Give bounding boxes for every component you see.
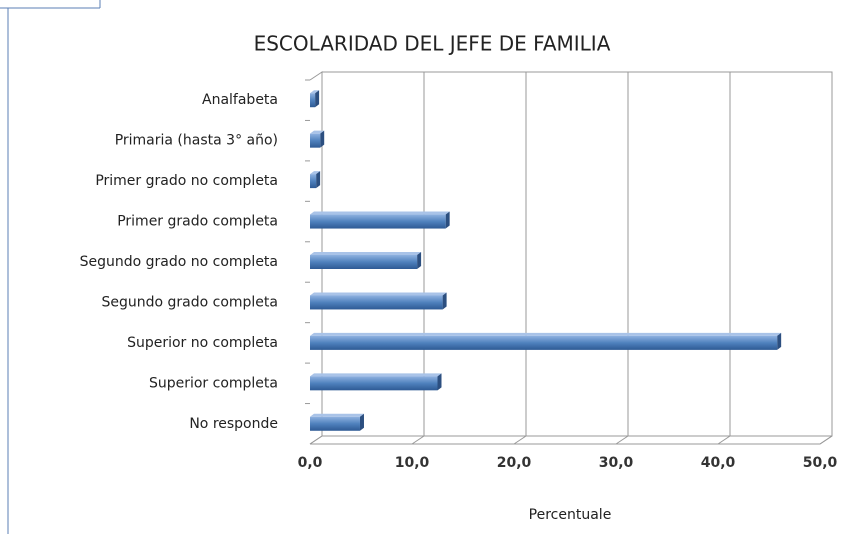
grid-line bbox=[717, 72, 731, 445]
bar bbox=[310, 211, 450, 229]
bar-face bbox=[310, 416, 360, 431]
chart-title: ESCOLARIDAD DEL JEFE DE FAMILIA bbox=[254, 32, 611, 56]
y-tick-label: Primer grado no completa bbox=[95, 173, 278, 189]
bar-face bbox=[315, 90, 320, 108]
bar bbox=[310, 90, 320, 108]
bar bbox=[310, 171, 321, 189]
y-tick-label: Superior no completa bbox=[127, 335, 278, 351]
y-tick-label: Primer grado completa bbox=[117, 214, 278, 230]
x-tick-label: 0,0 bbox=[298, 455, 323, 471]
bar-face bbox=[310, 214, 446, 229]
y-tick-label: Segundo grado completa bbox=[101, 294, 278, 310]
y-tick-label: Analfabeta bbox=[202, 92, 278, 108]
bar-face bbox=[310, 130, 325, 134]
grid-line bbox=[615, 72, 629, 445]
bar-face bbox=[310, 255, 418, 269]
x-tick-label: 50,0 bbox=[803, 455, 838, 471]
bar-face bbox=[437, 373, 442, 391]
x-axis-label: Percentuale bbox=[529, 507, 612, 523]
bar-face bbox=[442, 292, 447, 310]
bar-face bbox=[310, 335, 778, 350]
bar-face bbox=[417, 252, 422, 269]
grid-line bbox=[309, 72, 323, 445]
bar bbox=[310, 292, 447, 310]
x-tick-label: 20,0 bbox=[497, 455, 532, 471]
floor bbox=[310, 435, 833, 445]
y-tick-label: Segundo grado no completa bbox=[80, 254, 278, 270]
bar-face bbox=[445, 211, 450, 229]
y-tick-label: Superior completa bbox=[149, 375, 278, 391]
bar-face bbox=[310, 174, 317, 189]
bar-face bbox=[316, 171, 321, 189]
grid-line bbox=[819, 72, 833, 445]
bar-face bbox=[777, 332, 782, 350]
grid-line bbox=[513, 72, 527, 445]
bar bbox=[310, 332, 782, 350]
bar-face bbox=[310, 332, 782, 336]
bar-face bbox=[310, 295, 443, 310]
bar bbox=[310, 130, 325, 148]
bar-face bbox=[320, 130, 325, 148]
bar-face bbox=[310, 171, 321, 175]
x-tick-label: 10,0 bbox=[395, 455, 430, 471]
bar-face bbox=[310, 211, 450, 215]
bar-face bbox=[310, 292, 447, 296]
bar-face bbox=[310, 413, 364, 417]
bar bbox=[310, 252, 422, 269]
bar-face bbox=[310, 373, 442, 377]
grid-line bbox=[411, 72, 425, 445]
x-tick-label: 40,0 bbox=[701, 455, 736, 471]
y-tick-label: No responde bbox=[189, 416, 278, 432]
bar-face bbox=[310, 93, 316, 108]
bar-face bbox=[310, 133, 321, 148]
y-tick-label: Primaria (hasta 3° año) bbox=[115, 133, 278, 149]
bar-face bbox=[310, 90, 320, 94]
bar-face bbox=[359, 413, 364, 431]
bar bbox=[310, 413, 364, 431]
bar-face bbox=[310, 376, 438, 391]
bar-face bbox=[310, 252, 422, 255]
bar bbox=[310, 373, 442, 391]
x-tick-label: 30,0 bbox=[599, 455, 634, 471]
